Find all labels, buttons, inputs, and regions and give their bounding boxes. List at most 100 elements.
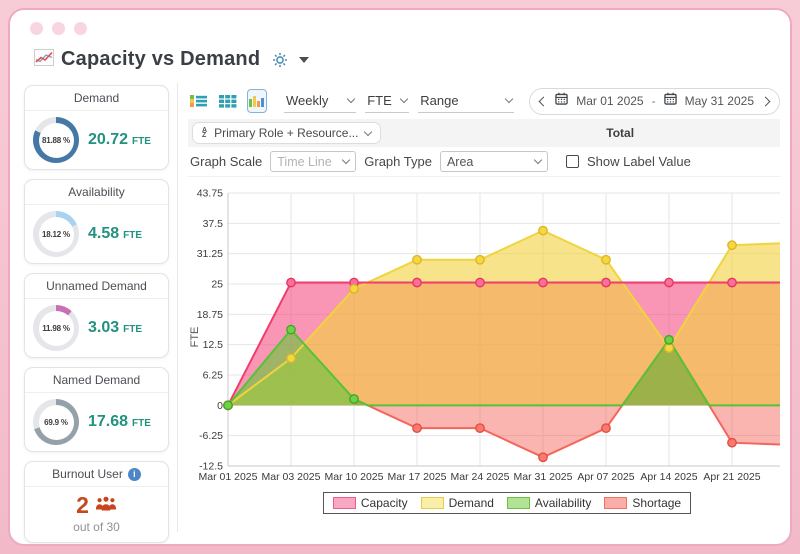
demand-donut: 81.88 % bbox=[33, 117, 79, 163]
page-title: Capacity vs Demand bbox=[61, 48, 261, 70]
next-period-chevron[interactable] bbox=[760, 96, 771, 106]
legend-item-shortage: Shortage bbox=[604, 496, 681, 510]
window-dot bbox=[74, 22, 87, 35]
svg-text:Mar 31 2025: Mar 31 2025 bbox=[514, 471, 573, 483]
svg-text:-12.5: -12.5 bbox=[199, 461, 223, 473]
legend-item-availability: Availability bbox=[506, 496, 591, 510]
burnout-caption: out of 30 bbox=[73, 520, 120, 534]
svg-text:12.5: 12.5 bbox=[203, 339, 224, 351]
content-area: Demand 81.88 % 20.72 FTE Availability bbox=[10, 83, 790, 543]
availability-donut: 18.12 % bbox=[33, 211, 79, 257]
graph-type-select[interactable]: Area bbox=[439, 151, 548, 172]
chevron-down-icon bbox=[400, 94, 409, 104]
unnamed-demand-percent: 11.98 % bbox=[38, 310, 74, 346]
svg-text:37.5: 37.5 bbox=[203, 218, 224, 230]
previous-period-chevron[interactable] bbox=[538, 96, 549, 106]
window-dots bbox=[10, 10, 790, 35]
settings-caret-icon[interactable] bbox=[299, 56, 310, 63]
grid-view-button[interactable] bbox=[218, 89, 238, 113]
window-dot bbox=[30, 22, 43, 35]
svg-text:-6.25: -6.25 bbox=[199, 430, 223, 442]
chevron-down-icon bbox=[346, 94, 356, 104]
svg-text:Mar 03 2025: Mar 03 2025 bbox=[262, 471, 321, 483]
svg-text:Mar 24 2025: Mar 24 2025 bbox=[451, 471, 510, 483]
svg-text:Apr 14 2025: Apr 14 2025 bbox=[640, 471, 697, 483]
calendar-icon bbox=[555, 92, 568, 110]
show-label-value-checkbox[interactable] bbox=[565, 155, 579, 168]
start-date[interactable]: Mar 01 2025 bbox=[576, 94, 644, 108]
combined-view-button[interactable] bbox=[188, 89, 209, 113]
settings-gear-icon[interactable] bbox=[271, 51, 289, 69]
svg-text:0: 0 bbox=[217, 400, 223, 412]
availability-percent: 18.12 % bbox=[38, 216, 74, 252]
svg-text:18.75: 18.75 bbox=[197, 309, 223, 321]
shortage-swatch bbox=[604, 497, 628, 509]
people-icon bbox=[95, 496, 117, 516]
page-header: Capacity vs Demand bbox=[34, 48, 790, 71]
named-demand-value: 17.68 FTE bbox=[88, 413, 151, 430]
card-title: Demand bbox=[25, 86, 168, 111]
card-title: Availability bbox=[25, 180, 168, 205]
graph-controls: Graph Scale Time Line Graph Type Area Sh… bbox=[188, 147, 780, 177]
svg-text:Apr 07 2025: Apr 07 2025 bbox=[577, 471, 634, 483]
demand-value: 20.72 FTE bbox=[88, 131, 151, 148]
availability-card: Availability 18.12 % 4.58 FTE bbox=[24, 179, 169, 264]
app-window: Capacity vs Demand Demand 81.88 % 20.72 F… bbox=[8, 8, 792, 546]
named-demand-percent: 69.9 % bbox=[38, 404, 74, 440]
svg-text:Apr 21 2025: Apr 21 2025 bbox=[703, 471, 760, 483]
date-separator: - bbox=[651, 94, 656, 108]
burnout-count: 2 bbox=[76, 492, 89, 518]
line-chart-icon bbox=[34, 48, 54, 71]
calendar-icon bbox=[663, 92, 677, 110]
unnamed-demand-donut: 11.98 % bbox=[33, 305, 79, 351]
svg-text:FTE: FTE bbox=[189, 327, 201, 348]
capacity-swatch bbox=[332, 497, 356, 509]
card-title: Burnout User bbox=[52, 467, 123, 481]
range-select[interactable]: Range bbox=[418, 89, 515, 113]
chevron-down-icon bbox=[504, 94, 514, 104]
summary-sidebar: Demand 81.88 % 20.72 FTE Availability bbox=[10, 83, 178, 543]
svg-text:6.25: 6.25 bbox=[203, 370, 224, 382]
svg-text:31.25: 31.25 bbox=[197, 248, 223, 260]
chevron-down-icon bbox=[364, 127, 373, 136]
total-column-header: Total bbox=[606, 126, 635, 140]
chevron-down-icon bbox=[342, 155, 351, 165]
svg-text:43.75: 43.75 bbox=[197, 188, 223, 200]
main-panel: Weekly FTE Range Mar 01 2025 - bbox=[178, 83, 790, 532]
graph-scale-label: Graph Scale bbox=[190, 154, 263, 169]
chart-toolbar: Weekly FTE Range Mar 01 2025 - bbox=[188, 85, 780, 117]
named-demand-card: Named Demand 69.9 % 17.68 FTE bbox=[24, 367, 169, 452]
legend-item-capacity: Capacity bbox=[332, 496, 408, 510]
capacity-demand-chart: 43.75 37.5 31.25 25 18.75 12.5 6.25 0 -6.25 -12.5… bbox=[188, 177, 780, 491]
demand-swatch bbox=[420, 497, 444, 509]
card-title: Unnamed Demand bbox=[25, 274, 168, 299]
chart-view-button[interactable] bbox=[247, 89, 267, 113]
demand-card: Demand 81.88 % 20.72 FTE bbox=[24, 85, 169, 170]
period-select[interactable]: Weekly bbox=[284, 89, 357, 113]
unnamed-demand-card: Unnamed Demand 11.98 % 3.03 FTE bbox=[24, 273, 169, 358]
demand-percent: 81.88 % bbox=[38, 122, 74, 158]
availability-value: 4.58 FTE bbox=[88, 225, 143, 242]
date-range-picker: Mar 01 2025 - May 31 2025 bbox=[529, 87, 780, 115]
info-icon[interactable]: i bbox=[127, 467, 141, 481]
window-dot bbox=[52, 22, 65, 35]
card-title: Named Demand bbox=[25, 368, 168, 393]
named-demand-donut: 69.9 % bbox=[33, 399, 79, 445]
svg-text:Mar 17 2025: Mar 17 2025 bbox=[388, 471, 447, 483]
chart-legend: Capacity Demand Availability Shortage bbox=[188, 492, 780, 514]
graph-scale-select[interactable]: Time Line bbox=[270, 151, 357, 172]
svg-text:Mar 01 2025: Mar 01 2025 bbox=[199, 471, 258, 483]
unit-select[interactable]: FTE bbox=[365, 89, 410, 113]
svg-text:Mar 10 2025: Mar 10 2025 bbox=[325, 471, 384, 483]
graph-type-label: Graph Type bbox=[364, 154, 432, 169]
svg-text:25: 25 bbox=[211, 279, 223, 291]
show-label-value-label: Show Label Value bbox=[586, 154, 691, 169]
end-date[interactable]: May 31 2025 bbox=[684, 94, 754, 108]
unnamed-demand-value: 3.03 FTE bbox=[88, 319, 143, 336]
burnout-user-card: Burnout User i 2 out of 30 bbox=[24, 461, 169, 543]
chevron-down-icon bbox=[533, 155, 543, 165]
